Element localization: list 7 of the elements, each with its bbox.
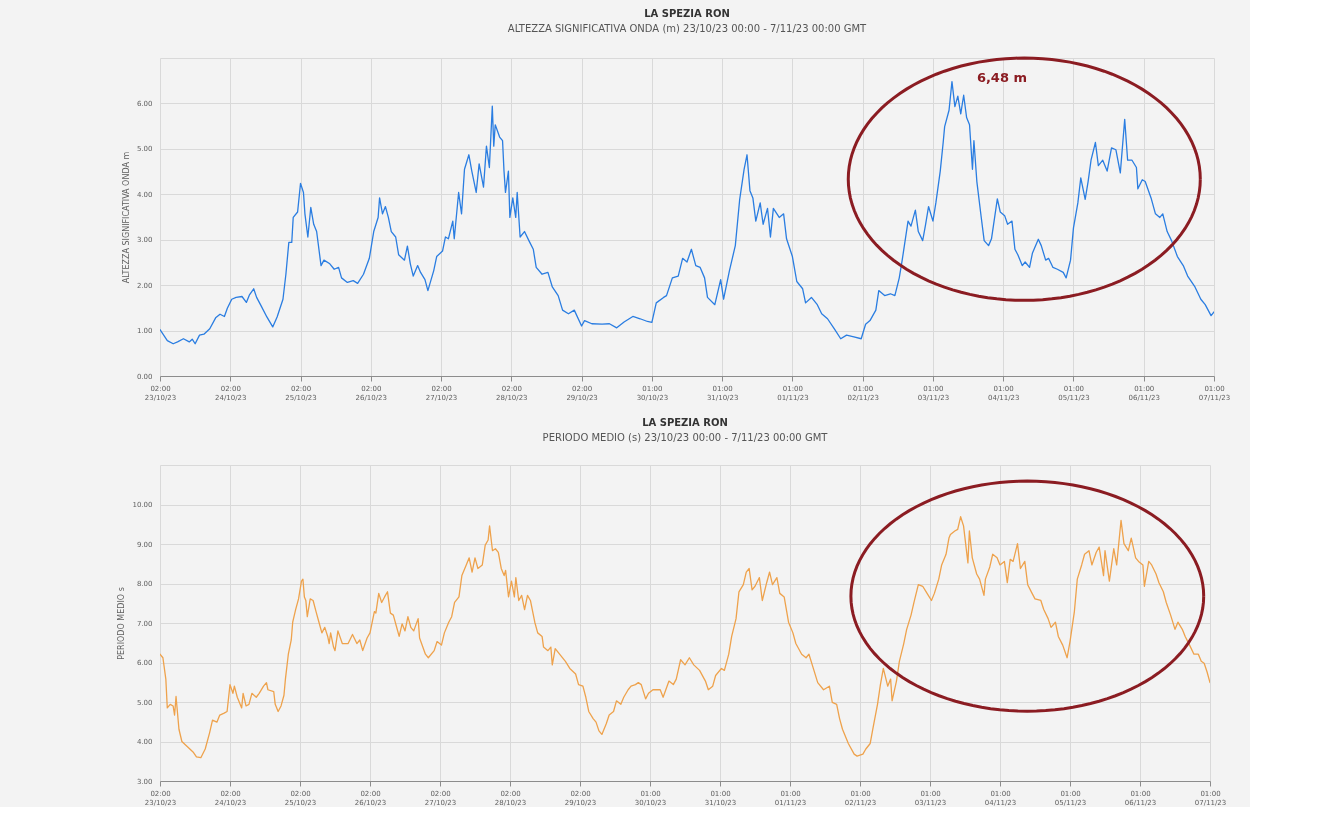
chart-title: LA SPEZIA RON (642, 417, 728, 428)
y-axis-title: PERIODO MEDIO s (117, 587, 127, 660)
chart-subtitle: PERIODO MEDIO (s) 23/10/23 00:00 - 7/11/23 00:00 GMT (542, 432, 829, 443)
y-axis-title: ALTEZZA SIGNIFICATIVA ONDA m (121, 151, 131, 284)
chart-title: LA SPEZIA RON (644, 8, 730, 19)
chart-subtitle: ALTEZZA SIGNIFICATIVA ONDA (m) 23/10/23 00:00 - 7/11/23 00:00 GMT (507, 23, 868, 34)
annotation: 6,48 m (976, 69, 1028, 85)
